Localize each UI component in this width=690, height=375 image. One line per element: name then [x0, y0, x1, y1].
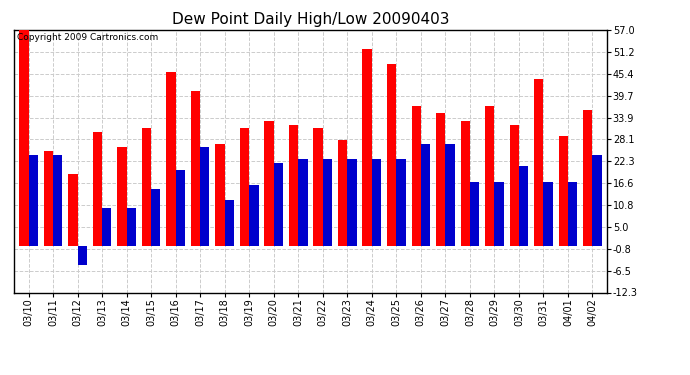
- Bar: [313, 129, 323, 246]
- Bar: [298, 159, 308, 246]
- Bar: [77, 246, 87, 265]
- Bar: [421, 144, 430, 246]
- Bar: [28, 155, 38, 246]
- Bar: [460, 121, 470, 246]
- Bar: [249, 185, 259, 246]
- Bar: [338, 140, 347, 246]
- Bar: [411, 106, 421, 246]
- Title: Dew Point Daily High/Low 20090403: Dew Point Daily High/Low 20090403: [172, 12, 449, 27]
- Bar: [200, 147, 210, 246]
- Bar: [396, 159, 406, 246]
- Bar: [68, 174, 77, 246]
- Bar: [176, 170, 185, 246]
- Bar: [142, 129, 151, 246]
- Bar: [510, 125, 519, 246]
- Bar: [387, 64, 396, 246]
- Bar: [544, 182, 553, 246]
- Text: Copyright 2009 Cartronics.com: Copyright 2009 Cartronics.com: [17, 33, 158, 42]
- Bar: [43, 151, 53, 246]
- Bar: [568, 182, 578, 246]
- Bar: [323, 159, 332, 246]
- Bar: [534, 79, 544, 246]
- Bar: [289, 125, 298, 246]
- Bar: [126, 208, 136, 246]
- Bar: [92, 132, 102, 246]
- Bar: [225, 201, 234, 246]
- Bar: [445, 144, 455, 246]
- Bar: [559, 136, 568, 246]
- Bar: [102, 208, 111, 246]
- Bar: [166, 72, 176, 246]
- Bar: [593, 155, 602, 246]
- Bar: [19, 30, 28, 246]
- Bar: [485, 106, 495, 246]
- Bar: [191, 91, 200, 246]
- Bar: [53, 155, 62, 246]
- Bar: [215, 144, 225, 246]
- Bar: [470, 182, 479, 246]
- Bar: [264, 121, 274, 246]
- Bar: [274, 163, 283, 246]
- Bar: [495, 182, 504, 246]
- Bar: [372, 159, 381, 246]
- Bar: [436, 113, 445, 246]
- Bar: [362, 49, 372, 246]
- Bar: [583, 110, 593, 246]
- Bar: [240, 129, 249, 246]
- Bar: [519, 166, 529, 246]
- Bar: [117, 147, 126, 246]
- Bar: [151, 189, 161, 246]
- Bar: [347, 159, 357, 246]
